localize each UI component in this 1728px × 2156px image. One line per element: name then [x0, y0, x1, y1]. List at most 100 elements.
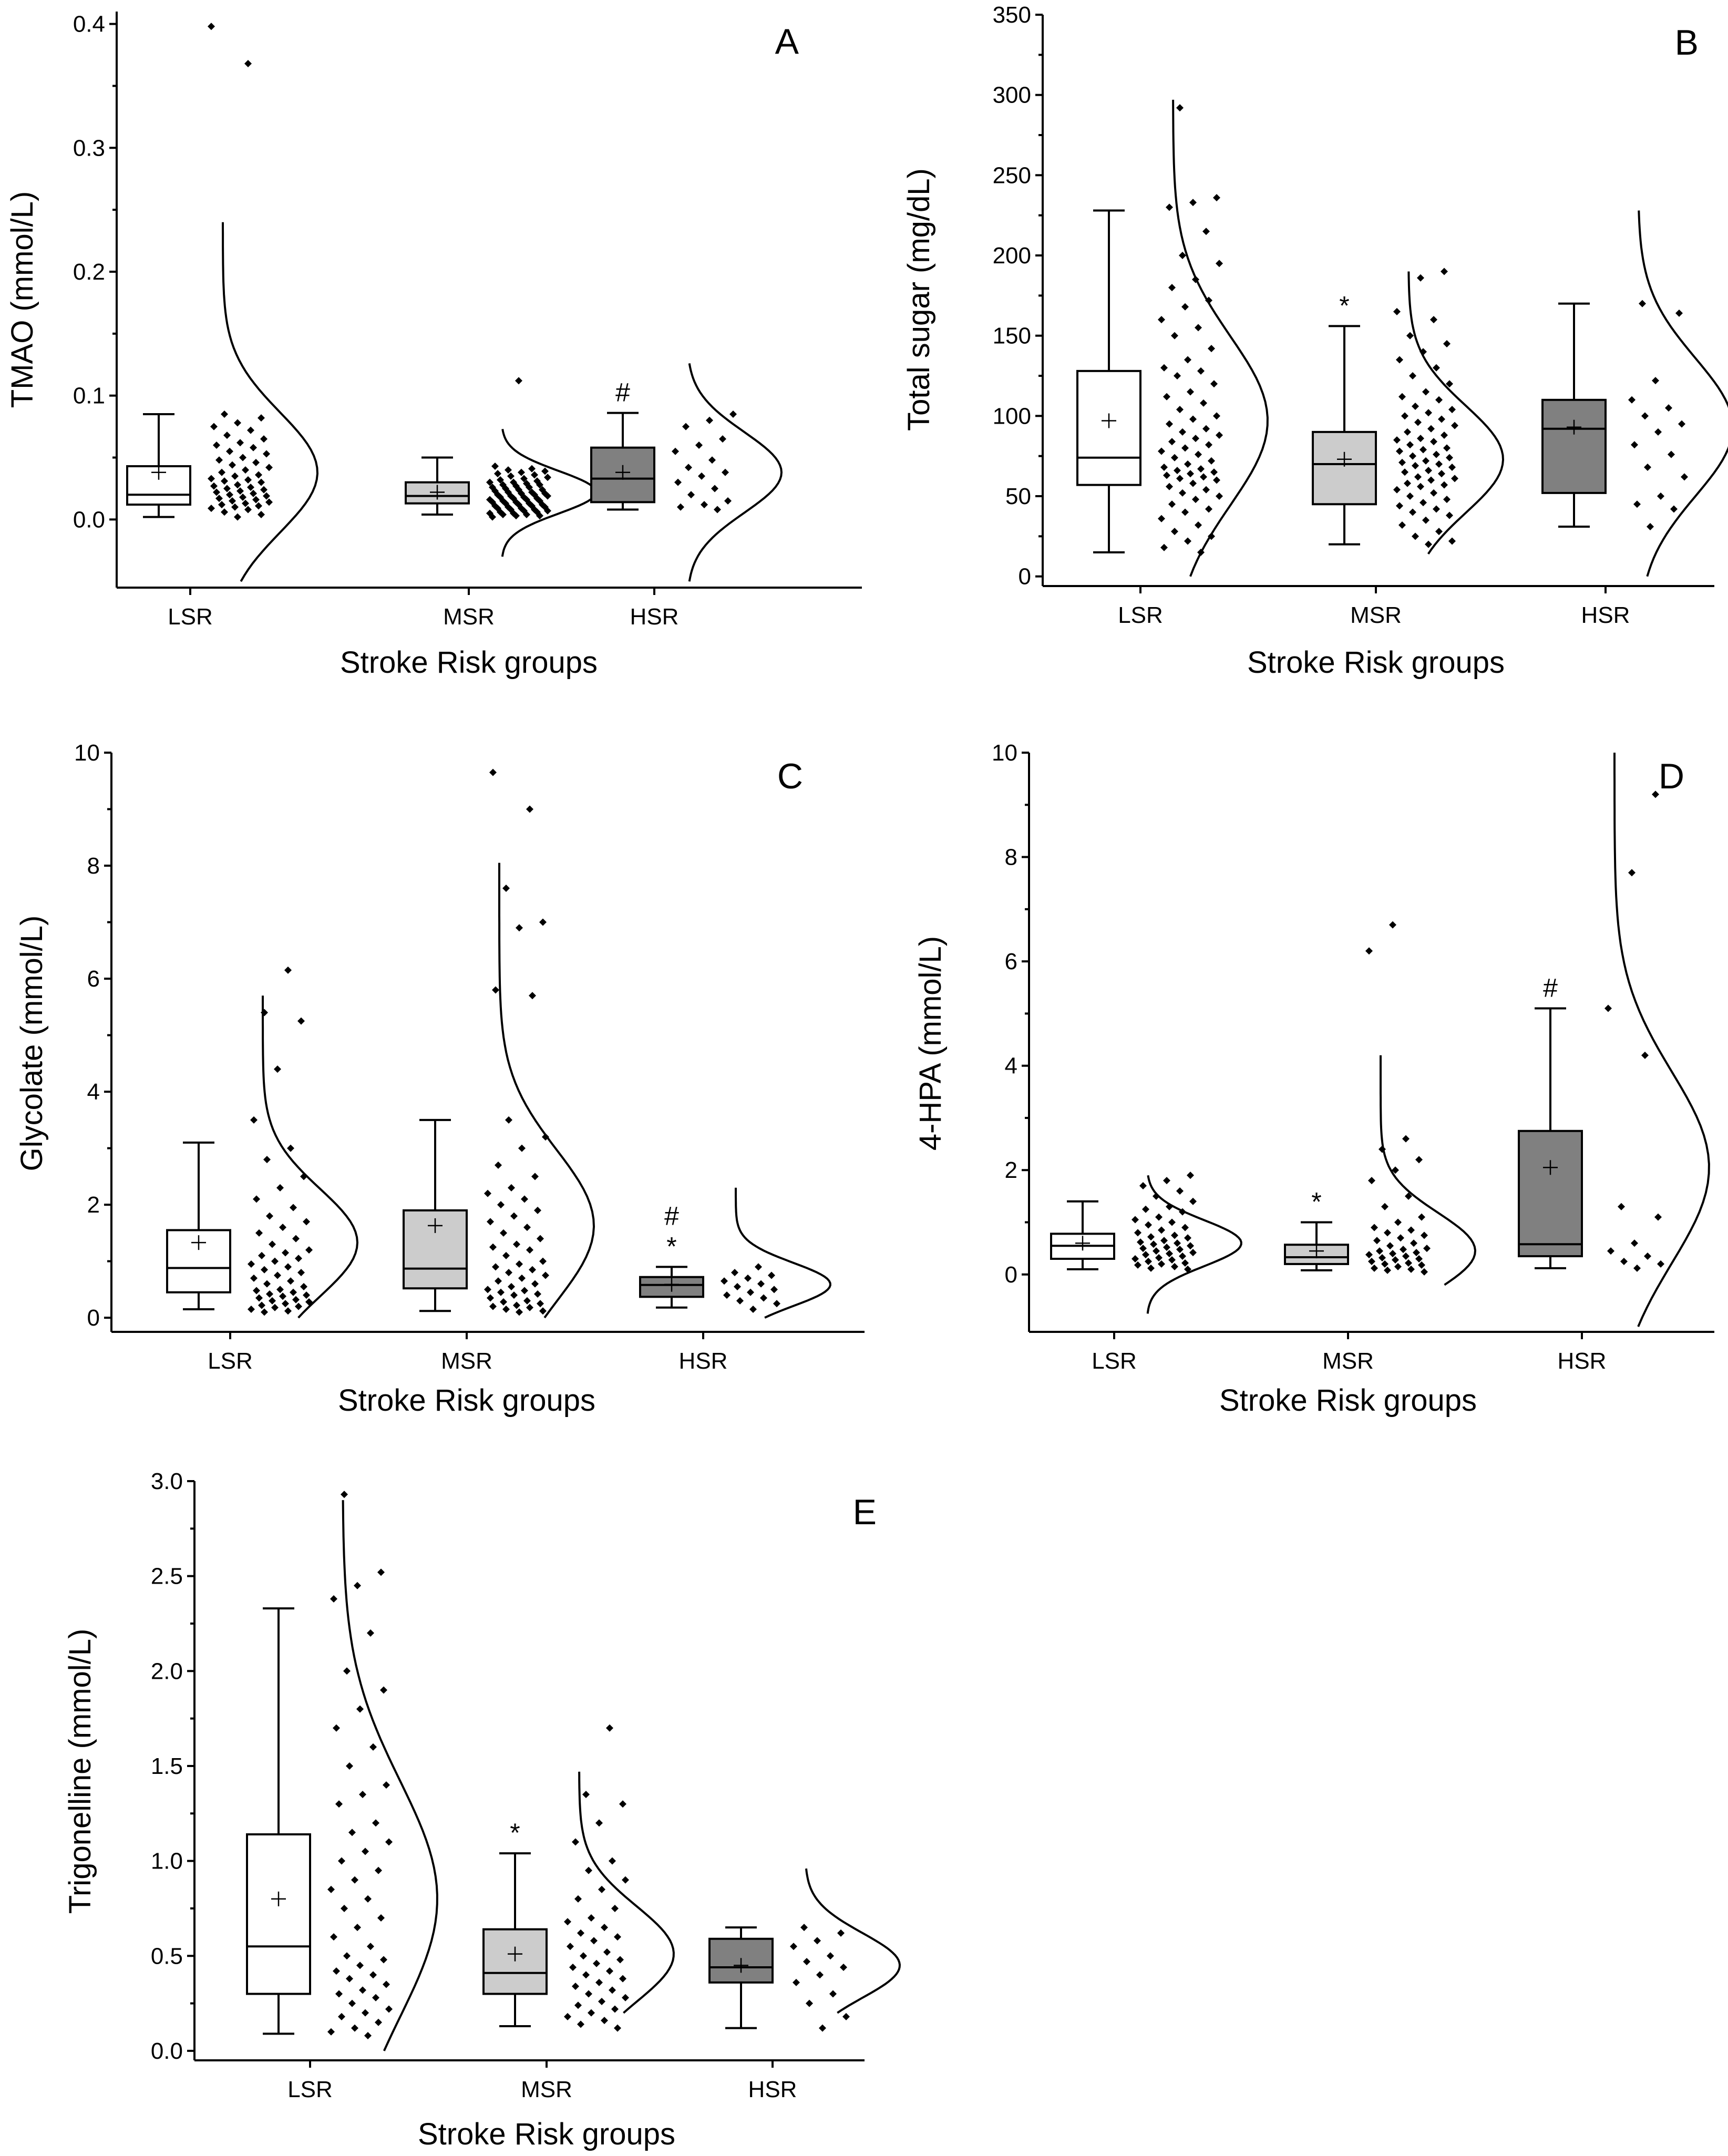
box-iqr [246, 1833, 311, 1995]
data-point [1409, 372, 1416, 380]
data-point [500, 1298, 507, 1306]
data-point [816, 1971, 824, 1979]
data-point [1195, 521, 1202, 529]
y-tick-label: 0.1 [73, 383, 105, 409]
data-point [1181, 303, 1189, 311]
data-point [510, 1212, 518, 1220]
data-point [215, 495, 223, 502]
data-point [1189, 479, 1197, 487]
data-point [1398, 521, 1406, 529]
data-point [1604, 1004, 1612, 1012]
data-point [248, 1305, 255, 1313]
data-point [1394, 1262, 1402, 1270]
data-point [229, 497, 236, 505]
data-point [492, 986, 499, 994]
data-point [346, 1762, 353, 1770]
x-tick-label-hsr: HSR [630, 604, 679, 630]
data-point [526, 1246, 533, 1254]
data-point [606, 1724, 613, 1732]
density-curve [342, 1500, 438, 2051]
data-point [327, 1885, 335, 1893]
data-point [1168, 500, 1176, 508]
data-point [497, 1201, 505, 1209]
panel-b-total-sugar: 0 50 100 150 200 250 300 350 LSR MSR HSR Stroke Ris… [902, 2, 1728, 680]
data-point [1184, 460, 1191, 468]
y-tick-label: 2.0 [151, 1658, 183, 1684]
data-point [1417, 482, 1424, 490]
data-point [757, 1280, 765, 1288]
data-point [542, 1271, 549, 1279]
data-point [234, 419, 241, 427]
density-curve [1172, 99, 1269, 577]
data-point [279, 1224, 286, 1231]
data-point [487, 1218, 494, 1226]
data-point [1657, 492, 1664, 500]
data-point [1407, 1226, 1415, 1234]
data-point [284, 1307, 292, 1315]
data-point [375, 1866, 382, 1874]
data-point [255, 1294, 263, 1302]
data-point [250, 444, 257, 451]
data-point [1647, 523, 1654, 531]
y-tick-label: 2.5 [151, 1564, 183, 1589]
data-point [253, 1287, 260, 1295]
density-curve [688, 363, 783, 582]
data-point [1628, 396, 1636, 404]
data-point [827, 1952, 834, 1960]
data-point [1644, 1252, 1651, 1260]
data-point [1384, 1266, 1391, 1274]
density-curve [1613, 753, 1710, 1327]
data-point [287, 1144, 294, 1152]
data-point [1179, 489, 1186, 497]
data-point [351, 2024, 358, 2032]
data-point [760, 1294, 767, 1302]
data-point [221, 477, 228, 485]
data-point [1402, 1252, 1410, 1260]
data-point [1420, 446, 1427, 454]
data-point [1421, 1268, 1428, 1276]
data-point [508, 1282, 515, 1290]
data-point [1371, 1264, 1378, 1272]
data-point [1681, 473, 1688, 481]
data-point [567, 1943, 574, 1950]
data-point [790, 1943, 797, 1950]
density-curve [1407, 271, 1505, 555]
data-point [1142, 1251, 1149, 1259]
data-point [526, 1303, 533, 1311]
data-point [351, 1876, 358, 1884]
density-curve [222, 222, 319, 582]
data-point [333, 1967, 340, 1975]
data-point [1670, 505, 1678, 513]
data-point [1665, 404, 1672, 412]
data-point [1407, 1265, 1415, 1273]
data-point [1210, 380, 1218, 388]
data-point [1150, 1240, 1157, 1248]
data-point [263, 1280, 271, 1288]
data-point [1443, 340, 1451, 347]
x-tick-label-hsr: HSR [679, 1348, 728, 1374]
significance-marker: # [615, 378, 630, 407]
data-point [1652, 790, 1659, 798]
data-point [1435, 460, 1443, 468]
data-point [687, 491, 695, 499]
data-point [234, 513, 241, 521]
data-point [577, 2020, 584, 2028]
data-point [215, 456, 223, 464]
data-point [364, 2032, 372, 2040]
data-point [829, 1990, 837, 1998]
data-point [1163, 471, 1170, 479]
y-axis-title: Trigonelline (mmol/L) [63, 1629, 97, 1914]
data-point [539, 918, 547, 926]
y-tick-label: 2 [1005, 1157, 1017, 1183]
data-point [261, 1266, 268, 1274]
data-point [226, 447, 233, 455]
data-point [1620, 1257, 1628, 1265]
data-point [290, 1204, 297, 1212]
data-point [1430, 489, 1437, 497]
data-point [590, 1937, 598, 1945]
data-point [1633, 500, 1641, 508]
data-point [1132, 1216, 1139, 1224]
x-tick-label-lsr: LSR [287, 2077, 333, 2102]
data-point [1189, 1249, 1197, 1257]
data-point [1208, 457, 1215, 465]
